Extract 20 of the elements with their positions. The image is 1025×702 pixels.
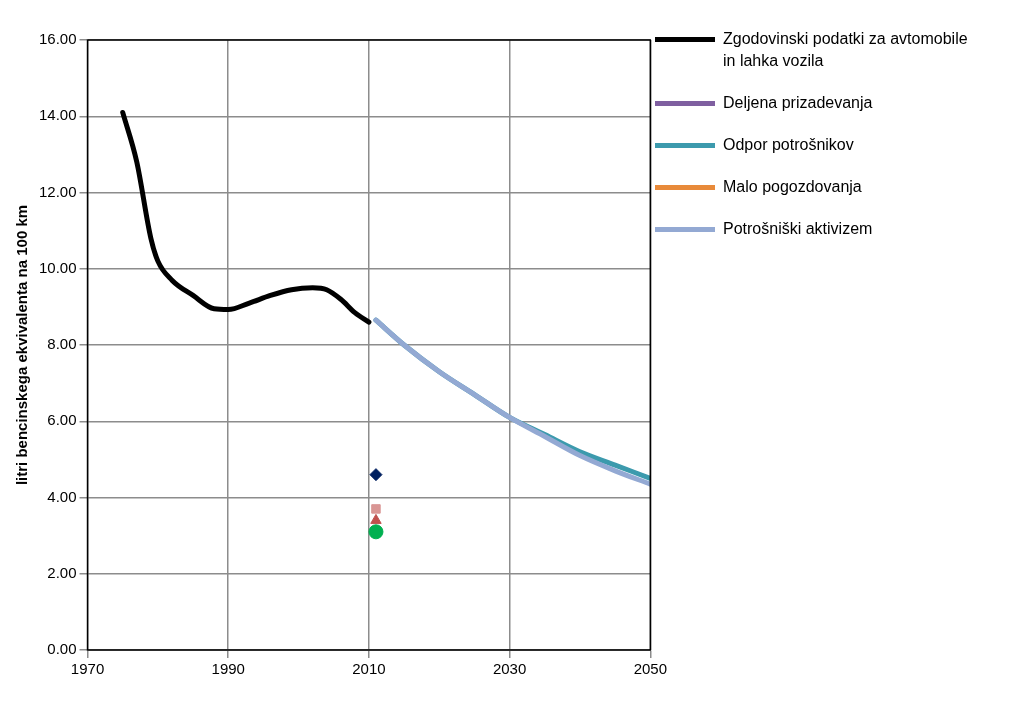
y-tick-label: 6.00 bbox=[47, 411, 77, 429]
legend-label: Potrošniški aktivizem bbox=[723, 219, 873, 239]
y-tick-label: 16.00 bbox=[38, 30, 77, 48]
legend-label: Zgodovinski podatki za avtomobile in lahka vozila bbox=[723, 29, 969, 71]
x-tick-label: 1990 bbox=[211, 660, 245, 678]
y-tick-label: 12.00 bbox=[38, 182, 77, 200]
y-tick-label: 0.00 bbox=[47, 640, 77, 658]
x-tick-label: 2050 bbox=[633, 660, 667, 678]
y-axis-title: litri bencinskega ekvivalenta na 100 km bbox=[13, 204, 31, 486]
y-tick-label: 2.00 bbox=[47, 563, 77, 581]
x-tick-label: 2010 bbox=[352, 660, 386, 678]
y-tick-label: 4.00 bbox=[47, 487, 77, 505]
y-tick-label: 14.00 bbox=[38, 106, 77, 124]
y-tick-label: 8.00 bbox=[47, 335, 77, 353]
x-tick-label: 1970 bbox=[70, 660, 105, 678]
legend-label: Malo pogozdovanja bbox=[723, 177, 862, 197]
legend-label: Deljena prizadevanja bbox=[723, 93, 873, 113]
y-tick-label: 10.00 bbox=[38, 258, 77, 276]
x-tick-label: 2030 bbox=[492, 660, 527, 678]
legend-label: Odpor potrošnikov bbox=[723, 135, 854, 155]
